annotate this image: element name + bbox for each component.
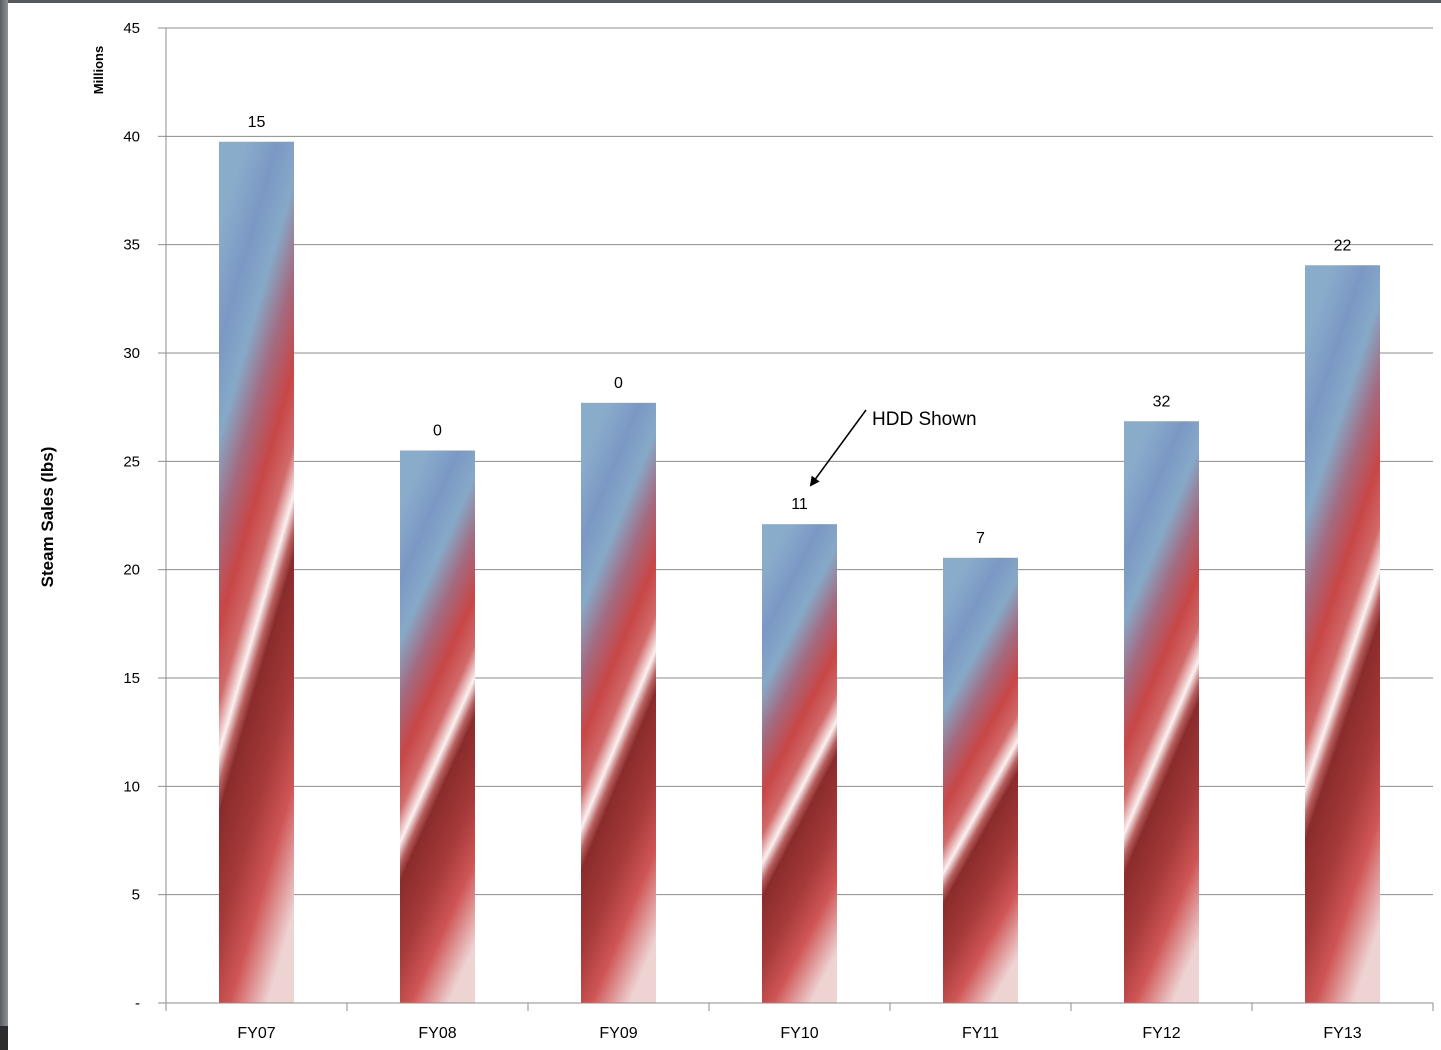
annotation-arrow <box>809 409 867 487</box>
y-tick-label: 45 <box>123 20 140 37</box>
x-tick-label: FY10 <box>780 1025 818 1042</box>
x-tick-label: FY11 <box>962 1025 999 1042</box>
x-tick-label: FY12 <box>1142 1025 1180 1042</box>
bar <box>1305 265 1380 1003</box>
axes <box>158 27 1434 1011</box>
x-tick-label: FY08 <box>418 1025 456 1042</box>
y-tick-label: 15 <box>123 670 140 687</box>
bar <box>943 557 1018 1003</box>
x-tick-label: FY07 <box>237 1025 275 1042</box>
annotation-text: HDD Shown <box>872 409 977 430</box>
x-tick-labels: FY07 FY08 FY09 FY10 FY11 FY12 FY13 <box>237 1025 1361 1042</box>
y-unit-label: Millions <box>91 46 106 94</box>
window-left-edge-bottom <box>0 1026 8 1050</box>
data-label: 22 <box>1334 237 1352 254</box>
y-tick-labels: - 5 10 15 20 25 30 35 40 45 <box>123 20 140 1012</box>
data-label: 0 <box>433 423 442 440</box>
y-tick-label: 5 <box>132 887 140 904</box>
bar <box>219 141 294 1003</box>
x-tick-label: FY13 <box>1323 1025 1361 1042</box>
data-label: 15 <box>248 114 266 131</box>
bar <box>762 524 837 1003</box>
bars <box>219 141 1380 1003</box>
y-tick-label: 25 <box>123 453 140 470</box>
y-tick-label: - <box>135 995 140 1012</box>
x-tick-label: FY09 <box>599 1025 637 1042</box>
y-tick-label: 35 <box>123 237 140 254</box>
data-label: 0 <box>614 375 623 392</box>
bar <box>1124 421 1199 1003</box>
data-label: 11 <box>791 496 808 513</box>
y-axis-title: Steam Sales (lbs) <box>38 447 57 588</box>
data-label: 7 <box>976 530 985 547</box>
y-tick-label: 20 <box>123 562 140 579</box>
data-labels: 15 0 0 11 7 32 22 <box>248 114 1352 547</box>
window-top-edge <box>0 0 1441 3</box>
bar <box>400 450 475 1003</box>
y-tick-label: 40 <box>123 128 140 145</box>
y-tick-label: 10 <box>123 778 140 795</box>
data-label: 32 <box>1153 393 1171 410</box>
window-left-edge <box>0 0 8 1050</box>
y-tick-label: 30 <box>123 345 140 362</box>
annotation: HDD Shown <box>809 409 977 487</box>
bar <box>581 402 656 1003</box>
